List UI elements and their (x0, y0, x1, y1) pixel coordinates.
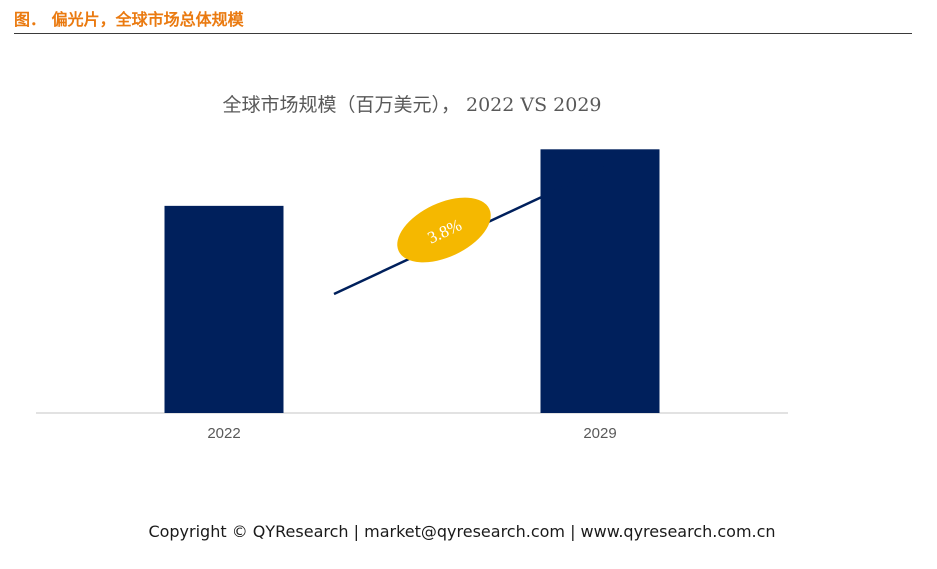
x-tick-label-2022: 2022 (207, 425, 240, 442)
growth-rate-badge (397, 197, 491, 263)
copyright-footer: Copyright © QYResearch | market@qyresear… (148, 522, 776, 541)
chart-title: 全球市场规模（百万美元）， 2022 VS 2029 (222, 94, 602, 116)
bar-2029 (540, 149, 660, 414)
header-divider (14, 33, 912, 34)
x-tick-labels: 2022 2029 (207, 425, 616, 442)
x-tick-label-2029: 2029 (583, 425, 616, 442)
bar-2022 (164, 205, 284, 413)
growth-indicator: 3.8% (333, 161, 615, 296)
bars-group (164, 149, 660, 414)
growth-arrow-head (601, 161, 615, 174)
figure-title: 图． 偏光片，全球市场总体规模 (14, 10, 244, 29)
